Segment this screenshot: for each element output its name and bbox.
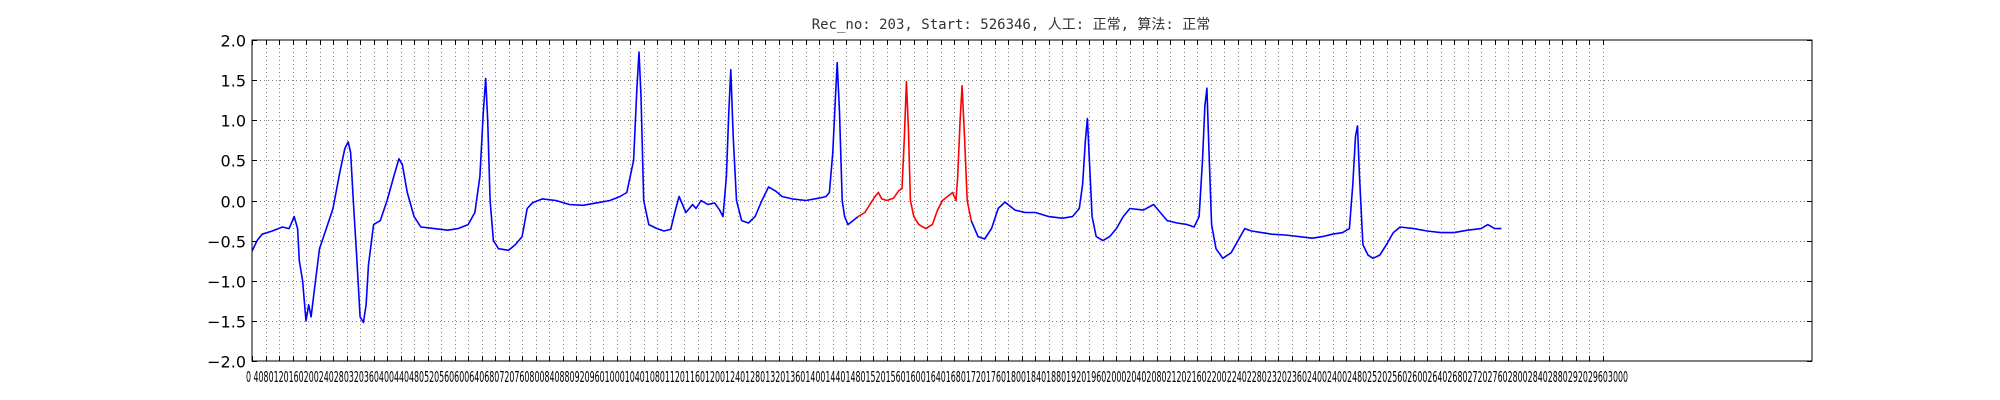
y-tick-label: −1.0	[207, 273, 246, 292]
axis-ticks: 2.0 1.5 1.0 0.5 0.0 −0.5 −1.0 −1.5 −2.0	[207, 32, 1812, 372]
y-tick-label: −1.5	[207, 313, 246, 332]
y-tick-label: −2.0	[207, 353, 246, 372]
axes-frame	[251, 39, 1813, 362]
y-tick-label: 1.0	[221, 112, 246, 131]
y-tick-label: 2.0	[221, 32, 246, 51]
series-line-2	[857, 80, 972, 230]
y-tick-label: 1.5	[221, 72, 246, 91]
series-lines	[251, 51, 1502, 324]
x-tick-labels: 0 40801201602002402803203604004404805205…	[246, 368, 1628, 386]
chart-title: Rec_no: 203, Start: 526346, 人工: 正常, 算法: …	[812, 17, 1211, 33]
y-tick-label: 0.0	[221, 193, 246, 212]
y-tick-label: 0.5	[221, 152, 246, 171]
series-line-1	[251, 51, 859, 324]
series-line-3	[970, 87, 1502, 260]
y-tick-label: −0.5	[207, 233, 246, 252]
